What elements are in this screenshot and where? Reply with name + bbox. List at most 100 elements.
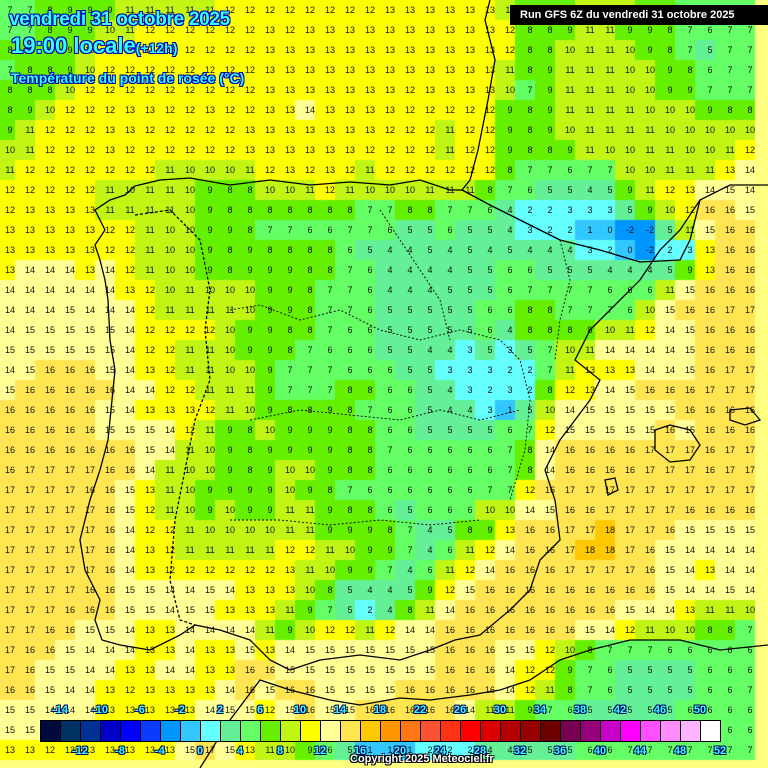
- grid-value: 7: [587, 285, 593, 295]
- grid-value: 11: [505, 65, 515, 75]
- grid-value: 6: [727, 725, 733, 735]
- grid-value: 7: [267, 225, 273, 235]
- grid-value: 13: [244, 125, 255, 135]
- grid-value: 15: [24, 705, 35, 715]
- grid-value: 14: [724, 545, 735, 555]
- grid-value: 6: [507, 305, 513, 315]
- grid-value: 11: [185, 365, 195, 375]
- grid-value: 17: [584, 525, 595, 535]
- grid-value: 9: [207, 265, 213, 275]
- grid-value: 12: [124, 145, 135, 155]
- grid-value: 9: [247, 245, 253, 255]
- grid-value: 14: [624, 345, 635, 355]
- grid-value: 11: [245, 545, 255, 555]
- grid-value: 11: [625, 105, 635, 115]
- grid-value: 12: [544, 425, 555, 435]
- grid-value: 15: [304, 645, 315, 655]
- grid-value: 11: [585, 25, 595, 35]
- color-legend: [40, 720, 721, 742]
- grid-value: 12: [404, 85, 415, 95]
- grid-value: 14: [64, 685, 75, 695]
- grid-value: 13: [324, 85, 335, 95]
- grid-value: 4: [467, 405, 473, 415]
- grid-value: 7: [687, 45, 693, 55]
- legend-label: -6: [135, 704, 145, 716]
- grid-value: 14: [124, 645, 135, 655]
- grid-value: 12: [44, 145, 55, 155]
- grid-value: 14: [164, 445, 175, 455]
- grid-value: 8: [267, 205, 273, 215]
- grid-value: 11: [665, 285, 675, 295]
- grid-value: 16: [484, 605, 495, 615]
- grid-value: 6: [347, 345, 353, 355]
- grid-value: 9: [627, 25, 633, 35]
- grid-value: 17: [64, 485, 75, 495]
- grid-value: 9: [687, 85, 693, 95]
- grid-value: 9: [247, 505, 253, 515]
- grid-value: 17: [564, 545, 575, 555]
- grid-value: 14: [164, 665, 175, 675]
- grid-value: 11: [625, 125, 635, 135]
- grid-value: 13: [364, 25, 375, 35]
- grid-value: 5: [547, 265, 553, 275]
- grid-value: 14: [684, 545, 695, 555]
- grid-value: 6: [607, 285, 613, 295]
- grid-value: 14: [704, 585, 715, 595]
- grid-value: 12: [464, 105, 475, 115]
- grid-value: 10: [504, 85, 515, 95]
- grid-value: 11: [605, 45, 615, 55]
- grid-value: 17: [624, 485, 635, 495]
- grid-value: 16: [664, 525, 675, 535]
- grid-value: 5: [427, 305, 433, 315]
- grid-value: 17: [724, 465, 735, 475]
- grid-value: 7: [347, 285, 353, 295]
- grid-value: 12: [424, 165, 435, 175]
- grid-value: 12: [184, 85, 195, 95]
- grid-value: 4: [627, 265, 633, 275]
- grid-value: 17: [24, 565, 35, 575]
- grid-value: 12: [244, 45, 255, 55]
- grid-value: 13: [144, 705, 155, 715]
- grid-value: 6: [367, 285, 373, 295]
- grid-value: 14: [4, 305, 15, 315]
- legend-swatch: [441, 721, 461, 741]
- grid-value: 15: [424, 665, 435, 675]
- grid-value: 13: [224, 645, 235, 655]
- grid-value: 14: [164, 585, 175, 595]
- grid-value: 17: [24, 625, 35, 635]
- grid-value: 4: [587, 185, 593, 195]
- grid-value: 10: [544, 405, 555, 415]
- grid-value: 13: [264, 85, 275, 95]
- grid-value: 16: [544, 525, 555, 535]
- grid-value: 17: [684, 485, 695, 495]
- grid-value: 15: [44, 325, 55, 335]
- grid-value: 12: [424, 125, 435, 135]
- grid-value: 5: [467, 225, 473, 235]
- grid-value: 11: [645, 185, 655, 195]
- grid-value: 17: [4, 625, 15, 635]
- grid-value: 10: [224, 165, 235, 175]
- grid-value: 10: [224, 345, 235, 355]
- legend-label: 16: [353, 745, 367, 757]
- grid-value: 15: [4, 345, 15, 355]
- grid-value: 14: [744, 565, 755, 575]
- grid-value: 8: [47, 65, 53, 75]
- grid-value: 17: [84, 565, 95, 575]
- grid-value: 16: [644, 385, 655, 395]
- grid-value: 9: [267, 265, 273, 275]
- grid-value: 16: [444, 625, 455, 635]
- grid-value: 13: [344, 85, 355, 95]
- grid-value: 16: [524, 605, 535, 615]
- grid-value: 9: [367, 525, 373, 535]
- grid-value: 18: [604, 545, 615, 555]
- grid-value: 6: [627, 305, 633, 315]
- grid-value: 14: [44, 285, 55, 295]
- grid-value: 15: [124, 485, 135, 495]
- grid-value: 4: [427, 285, 433, 295]
- grid-value: 13: [144, 545, 155, 555]
- grid-value: 5: [627, 665, 633, 675]
- grid-value: 8: [47, 5, 53, 15]
- grid-value: 14: [224, 625, 235, 635]
- grid-value: 15: [344, 665, 355, 675]
- grid-value: 13: [444, 25, 455, 35]
